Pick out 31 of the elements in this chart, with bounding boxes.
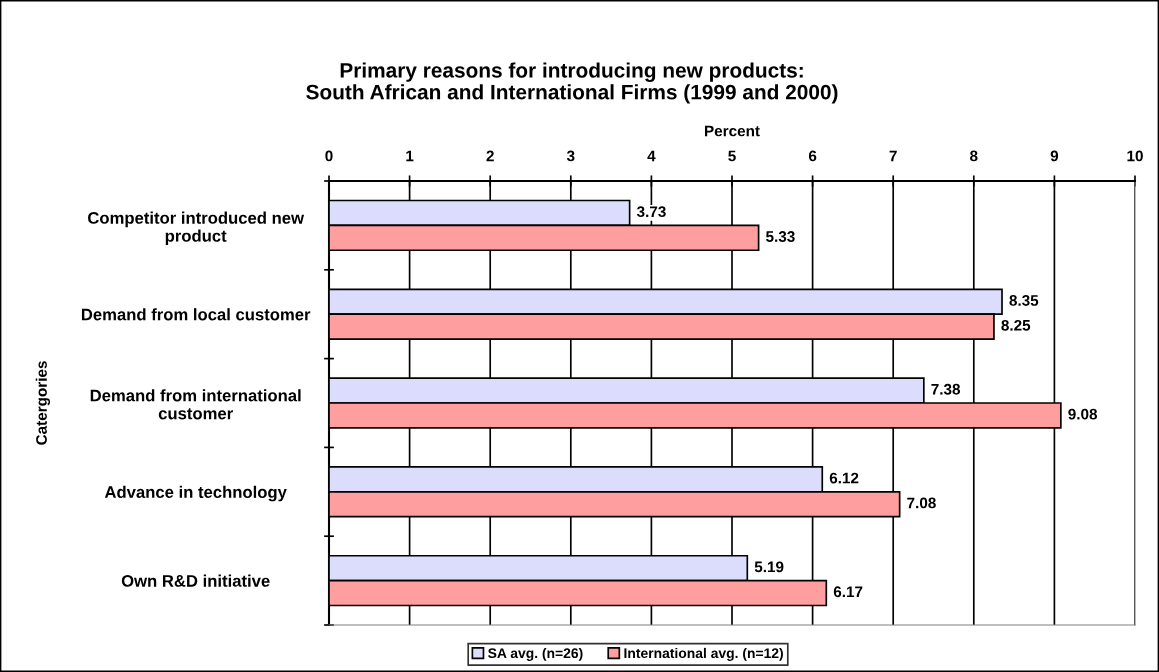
data-label: 5.33 — [766, 231, 795, 242]
data-label: 7.08 — [907, 497, 936, 509]
x-tick-label: 0 — [325, 150, 333, 162]
legend-label: SA avg. (n=26) — [488, 647, 583, 661]
x-tick-label: 7 — [889, 150, 897, 162]
x-tick-label: 6 — [808, 150, 817, 162]
x-tick-label: 8 — [970, 150, 978, 162]
chart-title: Primary reasons for introducing new products: South African and International Firms (1999 and 2000) — [306, 62, 838, 104]
x-tick-label: 3 — [566, 150, 575, 162]
x-axis-title: Percent — [705, 125, 760, 137]
y-tick-label: Competitor introduced new product — [88, 211, 305, 246]
y-tick-label: Demand from local customer — [81, 308, 311, 321]
data-label: 7.38 — [931, 383, 961, 395]
data-label: 3.73 — [636, 206, 666, 218]
data-label: 8.25 — [1001, 319, 1031, 331]
x-tick-label: 5 — [728, 150, 736, 162]
data-label: 5.19 — [754, 561, 784, 573]
x-tick-label: 1 — [406, 150, 414, 162]
y-tick-label: Own R&D initiative — [121, 574, 270, 587]
data-label: 9.08 — [1068, 408, 1098, 420]
x-tick-label: 9 — [1050, 150, 1059, 162]
x-tick-label: 2 — [486, 150, 494, 162]
legend-label: International avg. (n=12) — [624, 647, 783, 661]
y-tick-label: Advance in technology — [104, 485, 287, 502]
y-tick-label: Demand from international customer — [90, 389, 301, 420]
data-label: 6.17 — [833, 586, 863, 598]
x-tick-label: 4 — [647, 150, 656, 162]
y-axis-title: Catergories — [35, 361, 50, 445]
data-label: 6.12 — [829, 472, 859, 484]
data-label: 8.35 — [1009, 295, 1039, 306]
x-tick-label: 10 — [1127, 150, 1143, 162]
